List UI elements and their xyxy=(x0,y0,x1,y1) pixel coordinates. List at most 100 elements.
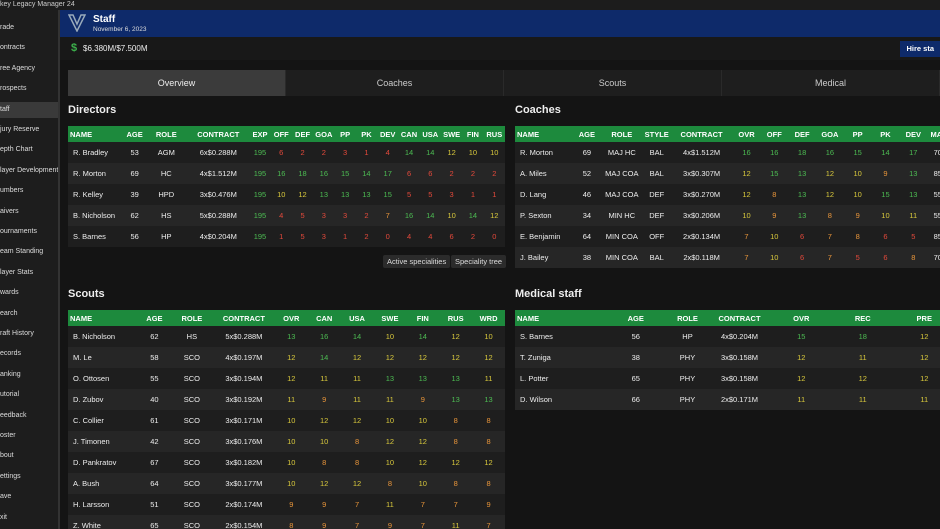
nav-item[interactable]: ettings xyxy=(0,472,21,480)
nav-item[interactable]: anking xyxy=(0,370,21,378)
column-header: OFF xyxy=(760,126,789,142)
cell: 11 xyxy=(439,515,473,529)
nav-item[interactable]: rospects xyxy=(0,85,27,93)
cell: 12 xyxy=(340,347,374,368)
staff-row[interactable]: M. Le 58 SCO 4x$0.197M 12 14 12 12 12 12 12 xyxy=(68,347,505,368)
cell: 2 xyxy=(462,163,484,184)
cell: 18 xyxy=(788,142,816,163)
cell: 2 xyxy=(440,163,463,184)
nav-item[interactable]: bout xyxy=(0,452,14,460)
nav-item[interactable]: layer Stats xyxy=(0,268,34,276)
cell: 4x$1.512M xyxy=(187,163,250,184)
staff-row[interactable]: A. Miles 52 MAJ COA BAL 3x$0.307M 12 15 13 12 10 9… xyxy=(515,163,940,184)
staff-row[interactable]: S. Barnes 56 HP 4x$0.204M 15 18 12 xyxy=(515,326,940,347)
nav-item[interactable]: rade xyxy=(0,24,15,31)
nav-item[interactable]: umbers xyxy=(0,187,24,195)
cell: 14 xyxy=(419,205,441,226)
staff-row[interactable]: R. Kelley 39 HPD 3x$0.476M 195 10 12 13 13 13 15 5 5… xyxy=(68,184,505,205)
staff-row[interactable]: D. Lang 46 MAJ COA DEF 3x$0.270M 12 8 13 12 10 15 1… xyxy=(515,184,940,205)
cell: 7 xyxy=(377,205,399,226)
cell: 14 xyxy=(355,163,378,184)
nav-item[interactable]: utorial xyxy=(0,391,20,399)
nav-item[interactable]: jury Reserve xyxy=(0,126,40,133)
nav-item[interactable]: ournaments xyxy=(0,228,37,235)
nav-item[interactable]: eam Standing xyxy=(0,248,44,256)
cell: SCO xyxy=(170,347,213,368)
staff-table: NAME AGE ROLE CONTRACT EXP OFF DEF GOA PP PK DEV CA… xyxy=(68,126,505,247)
nav-item[interactable]: xit xyxy=(0,513,7,521)
speciality-tree-button[interactable]: Speciality tree xyxy=(451,255,507,268)
staff-row[interactable]: C. Collier 61 SCO 3x$0.171M 10 12 12 10 10 8 8 xyxy=(68,410,505,431)
cell: 5 xyxy=(419,184,441,205)
nav-item[interactable]: oster xyxy=(0,432,16,439)
cell: 10 xyxy=(274,452,308,473)
staff-row[interactable]: S. Barnes 56 HP 4x$0.204M 195 1 5 3 1 2 0 4 4 6 2 0 xyxy=(68,226,505,247)
cell: 18 xyxy=(832,326,894,347)
cell: 2 xyxy=(291,142,314,163)
cell: 10 xyxy=(843,184,872,205)
cell: D. Wilson xyxy=(515,389,605,410)
staff-row[interactable]: B. Nicholson 62 HS 5x$0.288M 13 16 14 10 14 12 10 xyxy=(68,326,505,347)
active-specialities-button[interactable]: Active specialities xyxy=(383,255,451,268)
nav-item[interactable]: wards xyxy=(0,289,19,297)
staff-row[interactable]: H. Larsson 51 SCO 2x$0.174M 9 9 7 11 7 7 9 xyxy=(68,494,505,515)
nav-item[interactable]: taff xyxy=(0,101,58,118)
nav-item[interactable]: eedback xyxy=(0,411,27,419)
cell: SCO xyxy=(170,452,213,473)
cell: 195 xyxy=(249,205,271,226)
section-title: Coaches xyxy=(515,104,561,116)
staff-table: NAME AGE ROLE STYLE CONTRACT OVR OFF DEF GOA PP PK… xyxy=(515,126,940,268)
hire-button[interactable]: Hire sta xyxy=(900,41,940,57)
staff-row[interactable]: E. Benjamin 64 MIN COA OFF 2x$0.134M 7 10 6 7 8 6 5… xyxy=(515,226,940,247)
staff-row[interactable]: O. Ottosen 55 SCO 3x$0.194M 12 11 11 13 13 13 11 xyxy=(68,368,505,389)
staff-row[interactable]: B. Nicholson 62 HS 5x$0.288M 195 4 5 3 3 2 7 16 14 10… xyxy=(68,205,505,226)
cell: 14 xyxy=(340,326,374,347)
nav-item[interactable]: ave xyxy=(0,493,12,501)
staff-row[interactable]: Z. White 65 SCO 2x$0.154M 8 9 7 9 7 11 7 xyxy=(68,515,505,529)
staff-row[interactable]: R. Bradley 53 AGM 6x$0.288M 195 6 2 2 3 1 4 14 14 12 1… xyxy=(68,142,505,163)
cell: 9 xyxy=(307,389,341,410)
cell: 69 xyxy=(124,163,146,184)
nav-item[interactable]: epth Chart xyxy=(0,146,33,154)
staff-row[interactable]: J. Bailey 38 MIN COA BAL 2x$0.118M 7 10 6 7 5 6 8 70… xyxy=(515,247,940,268)
tab[interactable]: Scouts xyxy=(504,70,722,96)
cell: SCO xyxy=(170,368,213,389)
column-header: DEF xyxy=(788,126,816,142)
staff-row[interactable]: L. Potter 65 PHY 3x$0.158M 12 12 12 xyxy=(515,368,940,389)
cell: B. Nicholson xyxy=(68,205,124,226)
cell: 12 xyxy=(815,184,844,205)
cell: 13 xyxy=(439,389,473,410)
cell: 16 xyxy=(732,142,761,163)
column-header: AGE xyxy=(605,310,667,326)
cell: T. Zuniga xyxy=(515,347,605,368)
staff-row[interactable]: R. Morton 69 MAJ HC BAL 4x$1.512M 16 16 18 16 15 1… xyxy=(515,142,940,163)
nav-item[interactable]: layer Development xyxy=(0,166,58,174)
staff-row[interactable]: D. Pankratov 67 SCO 3x$0.182M 10 8 8 10 12 12 12 xyxy=(68,452,505,473)
staff-row[interactable]: R. Morton 69 HC 4x$1.512M 195 16 18 16 15 14 17 6 6 2… xyxy=(68,163,505,184)
cell: 64 xyxy=(573,226,601,247)
nav-item[interactable]: earch xyxy=(0,309,18,317)
nav-item[interactable]: aivers xyxy=(0,207,19,215)
tab[interactable]: Medical xyxy=(722,70,940,96)
cell: 11 xyxy=(832,347,894,368)
cell: 8 xyxy=(760,184,789,205)
nav-item[interactable]: ontracts xyxy=(0,44,25,52)
tab[interactable]: Coaches xyxy=(286,70,504,96)
staff-row[interactable]: A. Bush 64 SCO 3x$0.177M 10 12 12 8 10 8 8 xyxy=(68,473,505,494)
staff-row[interactable]: D. Wilson 66 PHY 2x$0.171M 11 11 11 xyxy=(515,389,940,410)
nav-item[interactable]: ree Agency xyxy=(0,64,36,72)
staff-row[interactable]: P. Sexton 34 MIN HC DEF 3x$0.206M 10 9 13 8 9 10 11… xyxy=(515,205,940,226)
cell: 55% xyxy=(927,205,940,226)
nav-item[interactable]: ecords xyxy=(0,350,22,358)
staff-row[interactable]: T. Zuniga 38 PHY 3x$0.158M 12 11 12 xyxy=(515,347,940,368)
cell: 12 xyxy=(893,326,940,347)
cell: SCO xyxy=(170,515,213,529)
staff-row[interactable]: J. Timonen 42 SCO 3x$0.176M 10 10 8 12 12 8 8 xyxy=(68,431,505,452)
page-title: Staff xyxy=(93,14,116,25)
cell: 0 xyxy=(483,226,505,247)
column-header: MATU xyxy=(927,126,940,142)
nav-item[interactable]: raft History xyxy=(0,330,34,337)
staff-row[interactable]: D. Zubov 40 SCO 3x$0.192M 11 9 11 11 9 13 13 xyxy=(68,389,505,410)
cell: 9 xyxy=(307,515,341,529)
tab[interactable]: Overview xyxy=(68,70,286,96)
